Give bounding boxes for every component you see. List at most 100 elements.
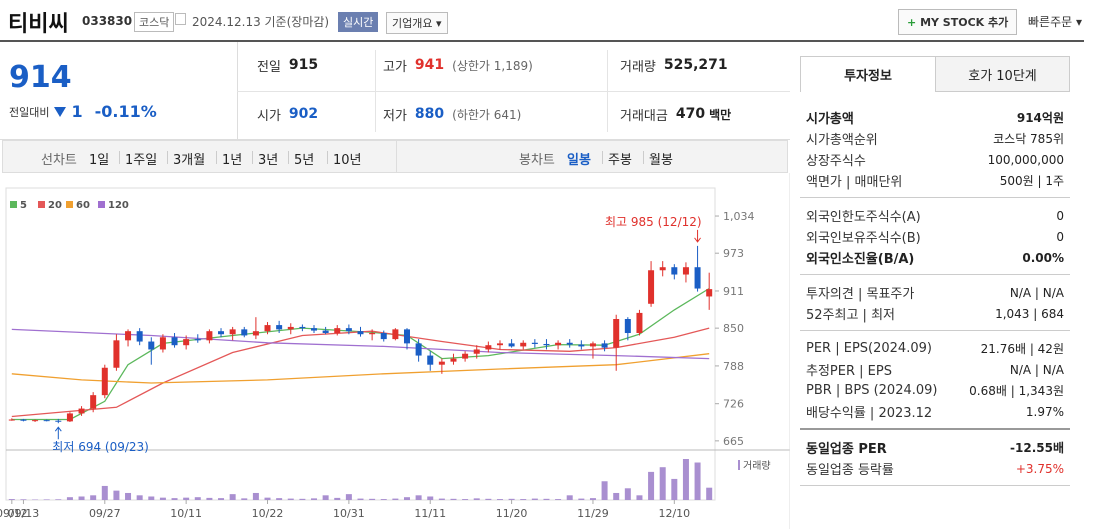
period-button[interactable]: 월봉 (649, 153, 673, 168)
volume-bar (241, 498, 248, 500)
volume-bar (682, 459, 689, 500)
volume-bar (101, 485, 108, 500)
tab[interactable]: 호가 10단계 (935, 56, 1070, 92)
candle-body (671, 267, 678, 275)
info-value: 1.97% (1025, 404, 1064, 419)
y-tick-label: 850 (723, 322, 744, 335)
volume-bar (299, 498, 306, 500)
volume-bar (462, 499, 469, 500)
period-button[interactable]: 일봉 (567, 153, 591, 168)
candle-body (706, 289, 713, 297)
volume-bar (624, 488, 631, 500)
candle-body (415, 343, 422, 356)
legend-swatch (10, 201, 17, 208)
candle-body (8, 419, 15, 421)
info-value: N/A | N/A (1009, 362, 1064, 377)
info-row: 외국인소진율(B/A) 0.00% (806, 247, 1064, 268)
mystock-button[interactable]: + MY STOCK 추가 (898, 9, 1018, 35)
chart-toolbar: 선차트 1일 1주일 3개월 1년 3년 5년 10년 봉차트 일봉 주봉 월봉 (2, 140, 788, 173)
info-label: 배당수익률 | 2023.12 (806, 406, 933, 421)
candle-body (218, 331, 225, 335)
period-button[interactable]: 1일 (89, 153, 110, 168)
volume-bar (648, 471, 655, 500)
period-button[interactable]: 주봉 (608, 153, 632, 168)
period-button[interactable]: 1년 (222, 153, 243, 168)
legend-swatch (38, 201, 45, 208)
candle-body (659, 267, 666, 271)
candle-body (543, 343, 550, 346)
separator (602, 151, 603, 164)
volume-bar (403, 497, 410, 500)
volume-bar (427, 496, 434, 500)
volume-bar (20, 499, 27, 500)
divider (375, 50, 376, 132)
tab[interactable]: 투자정보 (800, 56, 936, 92)
x-tick-label: 10/22 (252, 507, 284, 520)
candle-body (624, 319, 631, 334)
info-value: +3.75% (1015, 461, 1064, 476)
ma-line (11, 353, 710, 384)
y-tick-label: 726 (723, 398, 744, 411)
info-label: 시가총액 (806, 112, 854, 127)
volume-bar (113, 490, 120, 500)
info-value: 500원 | 1주 (999, 174, 1064, 188)
candle-body (392, 329, 399, 340)
volume-bar (311, 498, 318, 500)
realtime-button[interactable]: 실시간 (338, 12, 379, 32)
candle-body (32, 420, 39, 422)
candle-body (183, 339, 190, 346)
info-group: 동일업종 PER -12.55배 동일업종 등락률 +3.75% (800, 430, 1070, 486)
summary-value: 880 (414, 106, 445, 122)
period-button[interactable]: 10년 (333, 153, 362, 168)
volume-bar (229, 494, 236, 500)
period-button[interactable]: 3년 (258, 153, 279, 168)
volume-bar (287, 498, 294, 500)
volume-bar (555, 499, 562, 500)
info-value: -12.55배 (1010, 441, 1064, 455)
info-label: 추정PER | EPS (806, 364, 892, 379)
candle-body (462, 353, 469, 359)
stock-code: 033830 (82, 14, 133, 28)
volume-bar (671, 478, 678, 500)
candle-body (148, 341, 155, 350)
volume-bar (415, 495, 422, 500)
candle-body (427, 355, 434, 365)
info-value: N/A | N/A (1009, 285, 1064, 300)
candle-body (276, 325, 283, 330)
volume-legend-swatch (738, 460, 740, 470)
volume-bar (276, 498, 283, 500)
legend-label: 120 (108, 200, 129, 211)
candle-body (113, 340, 120, 368)
volume-bar (252, 492, 259, 500)
y-tick-label: 665 (723, 435, 744, 448)
volume-bar (194, 497, 201, 500)
volume-bar (218, 498, 225, 500)
info-label: 동일업종 등락률 (806, 463, 894, 478)
y-tick-label: 911 (723, 285, 744, 298)
summary-label: 전일 (257, 59, 281, 75)
period-button[interactable]: 5년 (294, 153, 315, 168)
volume-bar (473, 498, 480, 500)
market-badge: 코스닥 (134, 12, 175, 32)
stock-name: 티비씨 (8, 12, 69, 37)
summary-value: 902 (288, 106, 319, 122)
volume-bar (8, 499, 15, 500)
y-tick-label: 788 (723, 360, 744, 373)
candle-body (55, 420, 62, 422)
change-row: 전일대비 1 -0.11% (9, 102, 157, 121)
candle-body (159, 337, 166, 350)
info-label: 외국인한도주식수(A) (806, 210, 921, 225)
divider (237, 91, 790, 92)
quick-order[interactable]: 빠른주문 ▾ (1028, 15, 1083, 29)
candle-body (438, 361, 445, 365)
info-row: 52주최고 | 최저 1,043 | 684 (806, 303, 1064, 324)
line-chart-label: 선차트 (41, 153, 77, 168)
overview-button[interactable]: 기업개요 ▾ (386, 12, 448, 34)
period-button[interactable]: 3개월 (173, 153, 206, 168)
volume-bar (485, 498, 492, 500)
info-label: PER | EPS(2024.09) (806, 341, 932, 356)
candle-body (299, 326, 306, 329)
candle-body (345, 328, 352, 332)
volume-bar (369, 498, 376, 500)
period-button[interactable]: 1주일 (125, 153, 158, 168)
